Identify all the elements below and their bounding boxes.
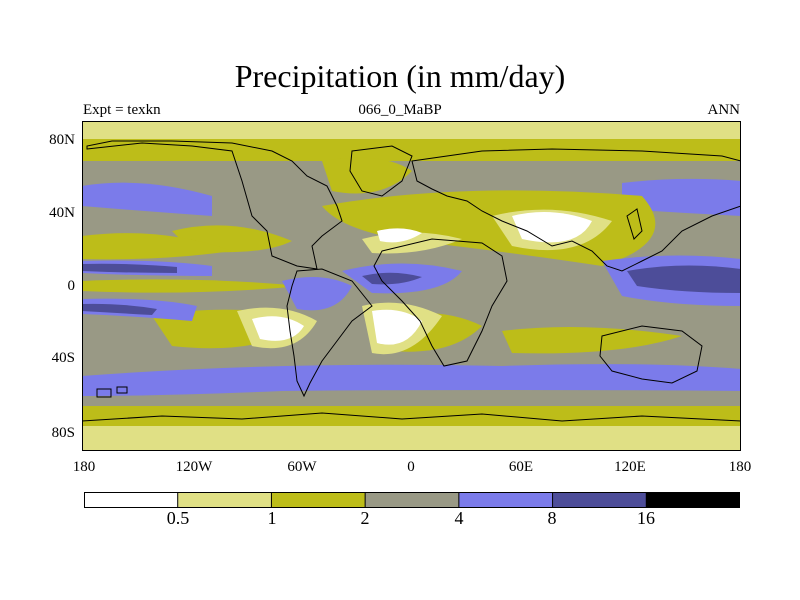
- x-tick-120e: 120E: [614, 459, 646, 475]
- field-dry-eq: [82, 279, 302, 293]
- colorbar-box-5: [552, 491, 648, 509]
- x-tick-0: 0: [407, 459, 415, 475]
- colorbar-label-1: 1: [267, 508, 277, 528]
- field-storm-track-n: [82, 182, 212, 216]
- x-tick-180e: 180: [728, 459, 752, 475]
- map-frame: [82, 121, 741, 451]
- coastlines: [82, 140, 741, 422]
- coast-japan: [626, 208, 643, 240]
- field-wet-africa-core: [362, 272, 422, 285]
- precipitation-map: [82, 121, 741, 451]
- colorbar-label-0.5: 0.5: [166, 508, 190, 528]
- colorbar-box-1: [177, 491, 273, 509]
- map-canvas: [82, 121, 741, 451]
- field-dry-npac: [82, 233, 232, 260]
- field-itcz-pac-core: [82, 263, 177, 273]
- field-arctic-dry: [82, 121, 741, 143]
- field-antarctic-dry: [82, 426, 741, 451]
- field-dry-sind: [502, 327, 682, 354]
- y-tick-40n: 40N: [49, 205, 75, 221]
- field-itcz-pac-s-core: [82, 303, 157, 315]
- x-tick-60w: 60W: [287, 459, 317, 475]
- field-storm-track-n2: [622, 178, 741, 216]
- colorbar: [83, 491, 741, 509]
- coast-australia: [599, 325, 703, 384]
- y-tick-40s: 40S: [51, 350, 75, 366]
- field-desert-arabia: [512, 212, 592, 243]
- coast-greenland: [349, 145, 413, 197]
- timeslice-label: 066_0_MaBP: [358, 102, 442, 118]
- coast-africa: [373, 238, 508, 367]
- field-desert-sahara: [377, 228, 422, 243]
- experiment-label: Expt = texkn: [83, 102, 161, 118]
- coast-island-1: [96, 388, 112, 398]
- colorbar-label-16: 16: [637, 508, 655, 528]
- coast-south-america: [286, 268, 373, 398]
- coast-antarctica: [82, 412, 741, 422]
- field-desert-afr: [372, 309, 422, 345]
- coast-north-america: [86, 140, 343, 270]
- map-title: Precipitation (in mm/day): [234, 58, 566, 94]
- season-label: ANN: [707, 102, 741, 118]
- x-tick-120w: 120W: [175, 459, 213, 475]
- colorbar-canvas: [83, 491, 741, 509]
- field-wet-amazon: [282, 277, 352, 311]
- colorbar-label-8: 8: [547, 508, 557, 528]
- field-dry-natl-east: [322, 157, 412, 194]
- y-tick-80s: 80S: [51, 425, 75, 441]
- x-tick-60e: 60E: [508, 459, 534, 475]
- x-tick-180w: 180: [72, 459, 96, 475]
- y-tick-80n: 80N: [49, 132, 75, 148]
- colorbar-box-3: [364, 491, 460, 509]
- field-arctic-band: [82, 139, 741, 161]
- field-storm-track-s: [82, 364, 741, 396]
- coast-island-2: [116, 386, 128, 394]
- coast-eurasia: [411, 148, 741, 272]
- colorbar-label-4: 4: [454, 508, 464, 528]
- colorbar-box-4: [458, 491, 554, 509]
- colorbar-label-2: 2: [360, 508, 370, 528]
- y-tick-0: 0: [67, 278, 76, 294]
- field-wet-maritime-core: [627, 265, 741, 293]
- colorbar-box-0: [83, 491, 179, 509]
- colorbar-box-6: [645, 491, 741, 509]
- colorbar-box-2: [270, 491, 367, 509]
